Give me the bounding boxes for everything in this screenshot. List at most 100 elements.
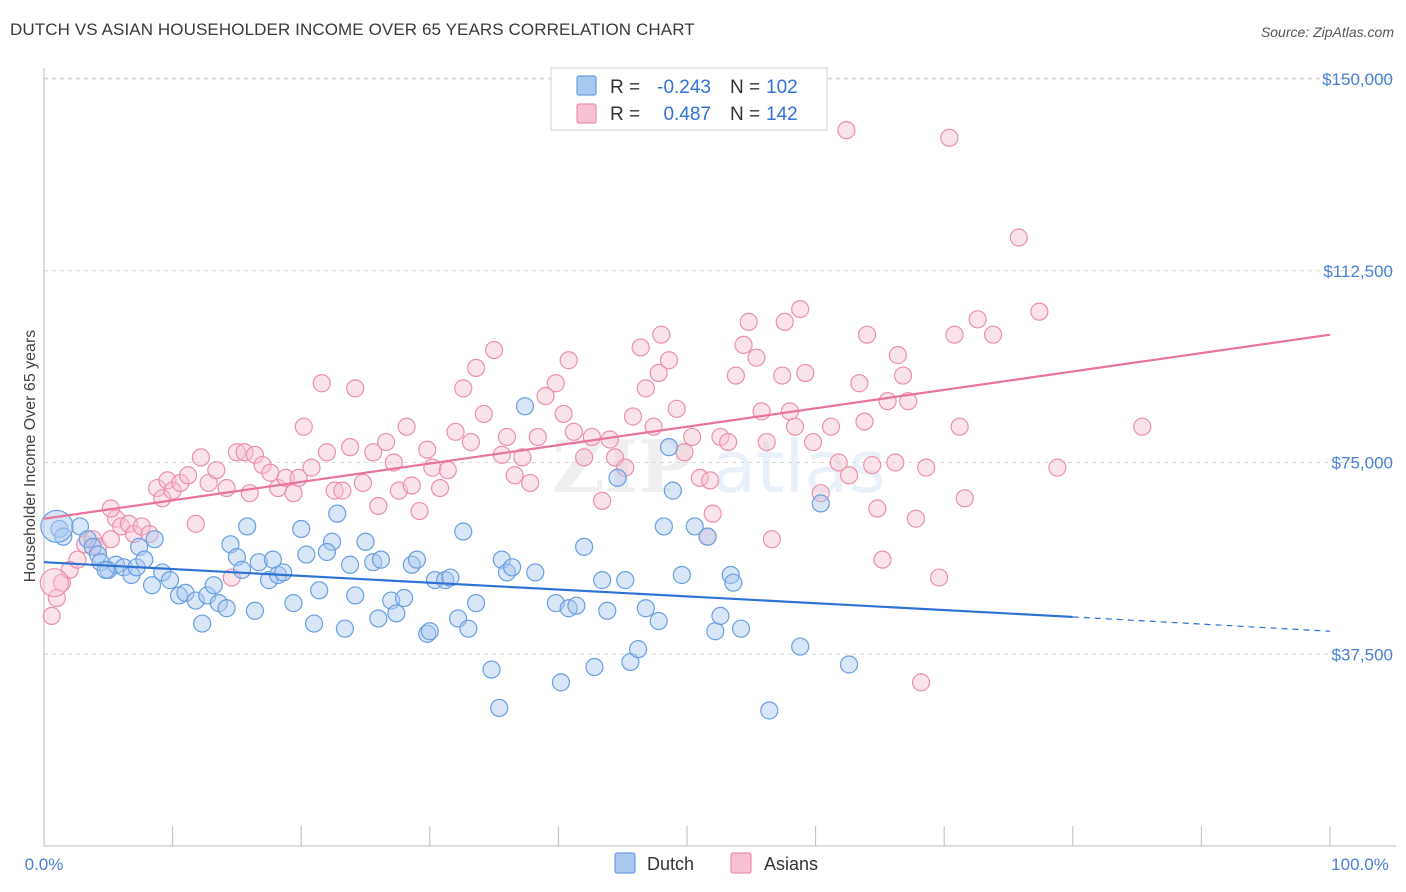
- asian-point: [39, 568, 69, 598]
- dutch-trend-line: [43, 561, 1073, 619]
- dutch-point: [811, 494, 830, 513]
- asian-point: [132, 517, 151, 536]
- asian-point: [734, 335, 753, 354]
- dutch-point: [526, 563, 545, 582]
- y-tick-label: $150,000: [1322, 70, 1393, 89]
- dutch-point: [839, 655, 859, 674]
- dutch-point: [204, 576, 223, 595]
- dutch-point: [96, 560, 115, 579]
- asian-point: [1009, 228, 1028, 247]
- y-axis-title: Householder Income Over 65 years: [22, 330, 39, 583]
- dutch-point: [503, 558, 522, 577]
- watermark-atlas: atlas: [712, 425, 886, 509]
- asian-point: [659, 351, 679, 370]
- asian-point: [446, 422, 465, 441]
- dutch-point: [654, 517, 673, 536]
- dutch-point: [711, 606, 730, 626]
- asian-point: [837, 121, 856, 140]
- bottom-legend-swatch-asians: [730, 852, 752, 874]
- asian-point: [719, 432, 738, 452]
- asian-point: [171, 473, 190, 493]
- asian-point: [791, 300, 810, 319]
- asian-point: [559, 351, 578, 370]
- asian-point: [829, 453, 848, 472]
- asian-point: [418, 440, 437, 459]
- asian-point: [893, 366, 913, 385]
- asian-point: [839, 466, 859, 485]
- asian-point: [775, 312, 794, 331]
- asian-point: [675, 443, 694, 462]
- dutch-point: [387, 604, 406, 623]
- asian-point: [582, 427, 601, 447]
- asian-point: [261, 463, 280, 482]
- asian-point: [636, 379, 655, 398]
- asian-point: [397, 417, 416, 436]
- dutch-point: [685, 517, 704, 536]
- asian-point: [466, 358, 486, 378]
- dutch-point: [490, 698, 509, 718]
- asian-point: [1133, 417, 1152, 436]
- asian-point: [868, 499, 887, 518]
- dutch-point: [663, 481, 682, 500]
- asian-point: [796, 363, 815, 383]
- asian-point: [575, 448, 594, 467]
- asian-point: [857, 325, 877, 344]
- asian-point: [940, 128, 959, 147]
- dutch-point: [420, 622, 439, 641]
- y-tick-label: $112,500: [1323, 262, 1393, 281]
- dutch-point: [551, 673, 571, 692]
- asian-point: [402, 476, 421, 495]
- asian-point: [513, 448, 532, 467]
- asian-point: [955, 489, 974, 508]
- legend-swatch-dutch: [576, 75, 597, 96]
- asian-point: [369, 496, 388, 516]
- asian-point: [747, 348, 766, 367]
- legend-box: [550, 67, 828, 131]
- asian-point: [803, 432, 823, 452]
- dutch-point: [142, 576, 162, 595]
- asian-point: [384, 453, 403, 472]
- dutch-point: [454, 522, 473, 541]
- asian-point: [353, 473, 373, 493]
- dutch-point: [186, 591, 205, 610]
- asian-point: [873, 550, 892, 569]
- asian-point: [148, 478, 167, 498]
- bottom-legend-dutch: Dutch: [647, 854, 694, 874]
- legend-swatch-asians: [576, 103, 597, 124]
- dutch-point: [335, 619, 355, 638]
- asian-point: [667, 399, 686, 418]
- asian-point: [762, 530, 781, 549]
- asian-point: [317, 443, 337, 462]
- asian-point: [340, 438, 360, 457]
- asian-point: [140, 524, 159, 544]
- asian-point: [245, 445, 265, 464]
- bottom-legend-swatch-dutch: [614, 852, 636, 874]
- chart-title: DUTCH VS ASIAN HOUSEHOLDER INCOME OVER 6…: [10, 20, 695, 39]
- dutch-point: [317, 542, 337, 562]
- asian-point: [178, 466, 198, 485]
- dutch-point: [636, 599, 655, 618]
- dutch-point: [598, 601, 617, 620]
- asian-point: [649, 363, 668, 383]
- dutch-point: [497, 563, 517, 582]
- asian-point: [888, 346, 908, 365]
- dutch-point: [441, 568, 460, 587]
- asian-point: [726, 366, 745, 385]
- asian-point: [811, 484, 830, 503]
- asian-point: [785, 417, 805, 436]
- dutch-point: [297, 545, 316, 564]
- dutch-point: [407, 550, 427, 569]
- asian-point: [346, 379, 365, 398]
- asian-point: [497, 427, 517, 447]
- dutch-point: [706, 622, 725, 641]
- dutch-point: [724, 573, 743, 592]
- dutch-point: [649, 611, 668, 631]
- asian-point: [917, 458, 936, 477]
- dutch-point: [310, 581, 329, 600]
- dutch-point: [418, 624, 437, 643]
- dutch-point: [466, 594, 486, 613]
- asian-point: [101, 530, 120, 549]
- legend-r-value: -0.243: [657, 77, 711, 98]
- asian-point: [1048, 458, 1067, 477]
- asian-point: [276, 468, 295, 487]
